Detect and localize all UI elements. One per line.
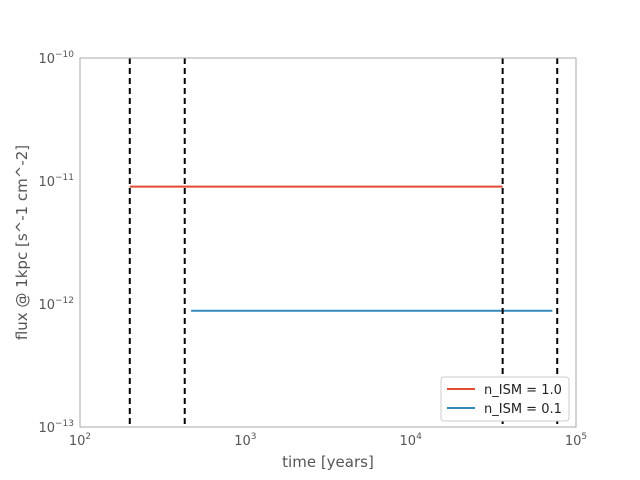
- x-tick-label-exponent: 3: [251, 432, 257, 442]
- y-tick-label-exponent: −11: [55, 173, 74, 183]
- x-axis-label: time [years]: [282, 453, 374, 471]
- plot-layer: [128, 58, 559, 427]
- x-tick-label: 105: [565, 432, 587, 449]
- legend: n_ISM = 1.0 n_ISM = 0.1: [440, 376, 570, 422]
- y-tick-label-exponent: −10: [55, 50, 74, 60]
- legend-label-2: n_ISM = 0.1: [484, 402, 562, 417]
- x-tick-label: 103: [234, 432, 256, 449]
- y-tick-label: 10−10: [38, 50, 74, 67]
- plot-frame: [79, 57, 577, 428]
- y-tick-label-base: 10: [38, 421, 55, 436]
- x-tick-label-exponent: 2: [85, 432, 91, 442]
- y-tick-label-base: 10: [38, 298, 55, 313]
- y-tick-label-base: 10: [38, 175, 55, 190]
- x-tick-label-exponent: 4: [416, 432, 422, 442]
- x-tick-label-base: 10: [69, 434, 86, 449]
- x-tick-label-base: 10: [565, 434, 582, 449]
- y-tick-label-base: 10: [38, 52, 55, 67]
- y-tick-label: 10−11: [38, 173, 74, 190]
- y-tick-label-exponent: −12: [55, 296, 74, 306]
- y-tick-label: 10−12: [38, 296, 74, 313]
- x-tick-label: 104: [400, 432, 423, 449]
- legend-label-1: n_ISM = 1.0: [484, 383, 562, 398]
- x-tick-label-exponent: 5: [581, 432, 587, 442]
- x-tick-label-base: 10: [234, 434, 251, 449]
- y-axis-label: flux @ 1kpc [s^-1 cm^-2]: [13, 145, 31, 340]
- y-tick-label: 10−13: [38, 419, 74, 436]
- x-tick-label-base: 10: [400, 434, 417, 449]
- x-tick-label: 102: [69, 432, 91, 449]
- y-tick-label-exponent: −13: [55, 419, 74, 429]
